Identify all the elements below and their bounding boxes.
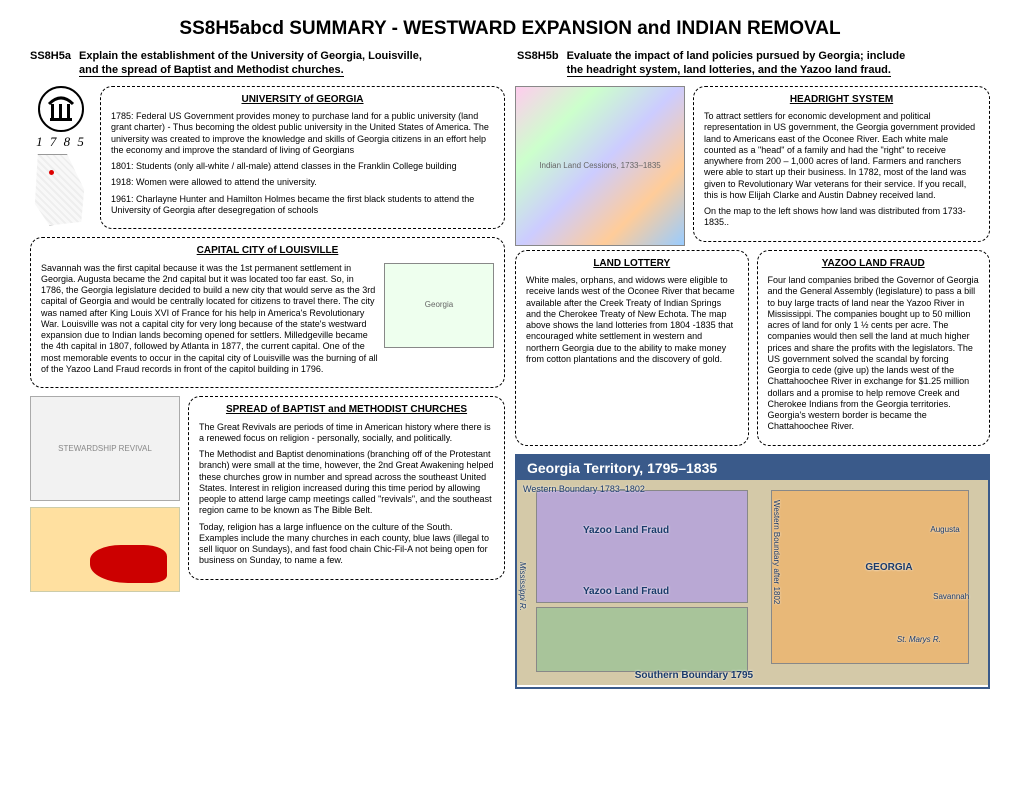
territory-header: Georgia Territory, 1795–1835 (517, 456, 988, 480)
louisville-map: Georgia (384, 263, 494, 348)
churches-p3: Today, religion has a large influence on… (199, 522, 494, 567)
standard-b-code: SS8H5b (517, 50, 559, 64)
georgia-outline-map (32, 154, 90, 226)
terr-miss: Mississippi R. (518, 562, 527, 611)
uga-p4: 1961: Charlayne Hunter and Hamilton Holm… (111, 194, 494, 217)
churches-p2: The Methodist and Baptist denominations … (199, 449, 494, 517)
terr-georgia: GEORGIA (865, 562, 912, 573)
terr-savannah: Savannah (933, 592, 969, 601)
page-title: SS8H5abcd SUMMARY - WESTWARD EXPANSION a… (30, 18, 990, 40)
terr-yazoo2: Yazoo Land Fraud (583, 586, 669, 597)
bible-belt-map (30, 507, 180, 592)
churches-box: SPREAD of BAPTIST and METHODIST CHURCHES… (188, 396, 505, 580)
terr-stmarys: St. Marys R. (897, 635, 941, 644)
terr-yazoo1: Yazoo Land Fraud (583, 525, 669, 536)
uga-title: UNIVERSITY of GEORGIA (111, 94, 494, 107)
uga-p2: 1801: Students (only all-white / all-mal… (111, 161, 494, 172)
louisville-body: Savannah was the first capital because i… (41, 263, 378, 376)
louisville-box: CAPITAL CITY of LOUISVILLE Savannah was … (30, 237, 505, 388)
cession-map: Indian Land Cessions, 1733–1835 (515, 86, 685, 246)
uga-logo: 1 7 8 5 (30, 86, 92, 226)
uga-year: 1 7 8 5 (36, 134, 86, 150)
uga-p3: 1918: Women were allowed to attend the u… (111, 177, 494, 188)
standard-a-top: Explain the establishment of the Univers… (79, 50, 422, 62)
terr-west: Western Boundary 1783–1802 (523, 484, 645, 494)
yazoo-title: YAZOO LAND FRAUD (768, 258, 980, 271)
yazoo-box: YAZOO LAND FRAUD Four land companies bri… (757, 250, 991, 446)
standard-b-top: Evaluate the impact of land policies pur… (567, 50, 906, 62)
churches-title: SPREAD of BAPTIST and METHODIST CHURCHES (199, 404, 494, 417)
uga-p1: 1785: Federal US Government provides mon… (111, 111, 494, 156)
terr-augusta: Augusta (930, 525, 959, 534)
standard-b-bot: the headright system, land lotteries, an… (567, 64, 891, 77)
territory-map: Georgia Territory, 1795–1835 Western Bou… (515, 454, 990, 689)
louisville-map-label: Georgia (425, 300, 453, 310)
standard-a-code: SS8H5a (30, 50, 71, 64)
headright-body: To attract settlers for economic develop… (704, 111, 979, 201)
louisville-title: CAPITAL CITY of LOUISVILLE (41, 245, 494, 258)
revival-image: STEWARDSHIP REVIVAL (30, 396, 180, 501)
uga-box: UNIVERSITY of GEORGIA 1785: Federal US G… (100, 86, 505, 230)
terr-east: Western Boundary after 1802 (772, 500, 781, 604)
revival-label: STEWARDSHIP REVIVAL (58, 444, 152, 453)
standards-row: SS8H5a Explain the establishment of the … (30, 50, 990, 78)
yazoo-body: Four land companies bribed the Governor … (768, 275, 980, 433)
headright-body2: On the map to the left shows how land wa… (704, 206, 979, 229)
lottery-title: LAND LOTTERY (526, 258, 738, 271)
lottery-body: White males, orphans, and widows were el… (526, 275, 738, 365)
cession-map-caption: Indian Land Cessions, 1733–1835 (539, 161, 660, 170)
headright-box: HEADRIGHT SYSTEM To attract settlers for… (693, 86, 990, 242)
arch-icon (38, 86, 84, 132)
standard-b: SS8H5b Evaluate the impact of land polic… (517, 50, 990, 78)
churches-p1: The Great Revivals are periods of time i… (199, 422, 494, 445)
standard-a-bot: and the spread of Baptist and Methodist … (79, 64, 344, 77)
headright-title: HEADRIGHT SYSTEM (704, 94, 979, 107)
terr-south: Southern Boundary 1795 (635, 670, 753, 681)
lottery-box: LAND LOTTERY White males, orphans, and w… (515, 250, 749, 446)
churches-images: STEWARDSHIP REVIVAL (30, 396, 180, 592)
standard-a: SS8H5a Explain the establishment of the … (30, 50, 503, 78)
